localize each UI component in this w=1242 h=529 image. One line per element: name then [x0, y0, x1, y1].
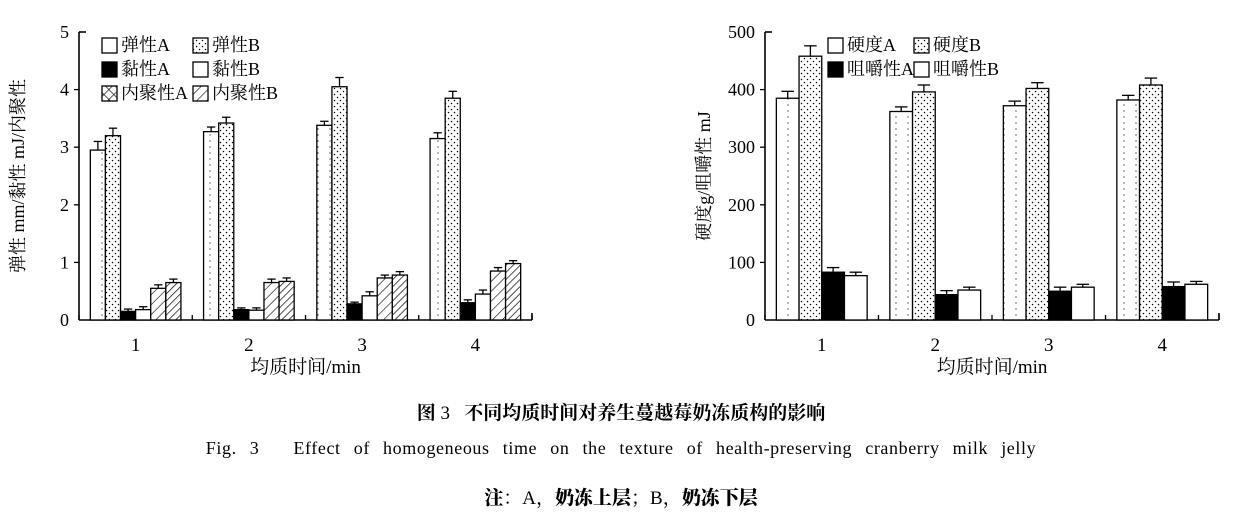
- svg-text:400: 400: [728, 80, 755, 100]
- svg-text:均质时间/min: 均质时间/min: [937, 356, 1048, 375]
- svg-text:300: 300: [728, 137, 755, 157]
- svg-text:均质时间/min: 均质时间/min: [250, 356, 361, 375]
- svg-text:2: 2: [931, 335, 941, 356]
- svg-text:弹性 mm/黏性 mJ/内聚性: 弹性 mm/黏性 mJ/内聚性: [8, 79, 28, 273]
- svg-text:1: 1: [817, 335, 827, 356]
- svg-text:硬度A: 硬度A: [847, 35, 896, 55]
- svg-text:3: 3: [1044, 335, 1054, 356]
- svg-text:1: 1: [131, 335, 141, 356]
- svg-text:黏性A: 黏性A: [121, 59, 170, 79]
- svg-text:内聚性A: 内聚性A: [121, 83, 188, 103]
- svg-text:4: 4: [1158, 335, 1168, 356]
- svg-text:200: 200: [728, 195, 755, 215]
- svg-text:弹性A: 弹性A: [121, 35, 170, 55]
- svg-text:500: 500: [728, 22, 755, 42]
- svg-text:2: 2: [244, 335, 254, 356]
- svg-text:内聚性B: 内聚性B: [212, 83, 278, 103]
- svg-text:100: 100: [728, 252, 755, 272]
- svg-text:1: 1: [60, 252, 69, 272]
- svg-text:黏性B: 黏性B: [212, 59, 260, 79]
- svg-text:弹性B: 弹性B: [212, 35, 260, 55]
- svg-text:咀嚼性A: 咀嚼性A: [847, 59, 914, 79]
- svg-text:3: 3: [60, 137, 69, 157]
- svg-text:0: 0: [60, 310, 69, 330]
- svg-text:3: 3: [357, 335, 367, 356]
- svg-text:硬度g/咀嚼性 mJ: 硬度g/咀嚼性 mJ: [694, 111, 714, 241]
- svg-text:硬度B: 硬度B: [933, 35, 981, 55]
- svg-text:2: 2: [60, 195, 69, 215]
- svg-text:0: 0: [746, 310, 755, 330]
- svg-text:4: 4: [60, 80, 69, 100]
- svg-text:5: 5: [60, 22, 69, 42]
- svg-text:4: 4: [471, 335, 481, 356]
- svg-text:咀嚼性B: 咀嚼性B: [933, 59, 999, 79]
